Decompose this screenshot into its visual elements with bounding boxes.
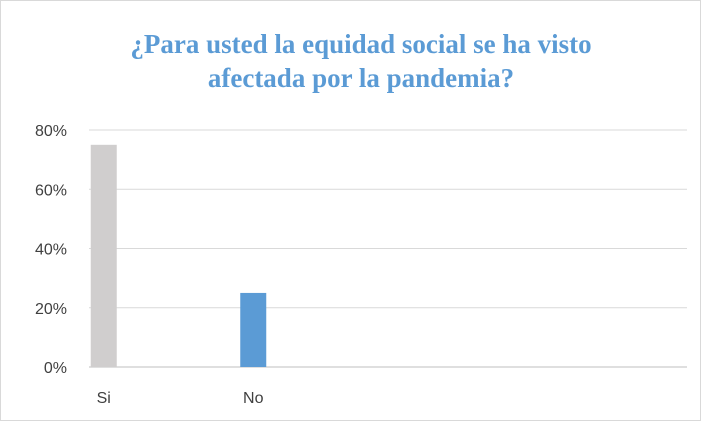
chart-title-line-2: afectada por la pandemia? — [207, 63, 515, 93]
y-tick-label: 20% — [35, 301, 67, 318]
bar-no — [240, 292, 267, 367]
bar-si — [90, 144, 117, 367]
y-tick-label: 40% — [35, 242, 67, 259]
y-tick-label: 60% — [35, 182, 67, 199]
chart-title-line-1: ¿Para usted la equidad social se ha vist… — [130, 29, 592, 59]
x-tick-label: No — [243, 390, 264, 407]
chart-title: ¿Para usted la equidad social se ha vist… — [61, 27, 661, 95]
y-tick-label: 0% — [44, 360, 67, 377]
x-tick-label: Si — [97, 390, 111, 407]
y-tick-label: 80% — [35, 123, 67, 140]
